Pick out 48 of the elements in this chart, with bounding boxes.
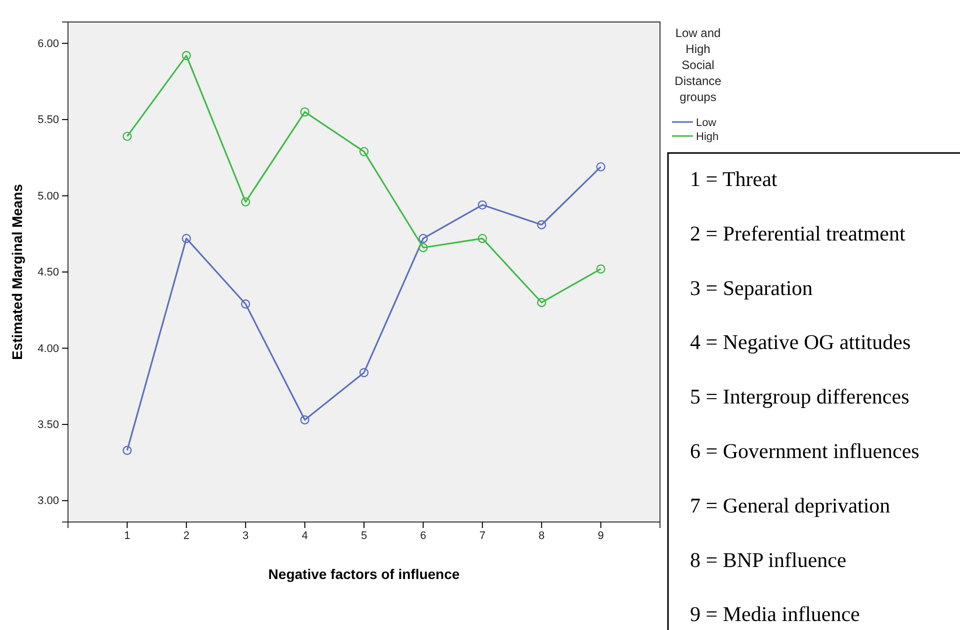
legend-label: High bbox=[696, 131, 719, 143]
y-tick-label: 6.00 bbox=[38, 38, 59, 50]
text: 9 = Media influence bbox=[690, 602, 860, 626]
point bbox=[241, 299, 250, 309]
y-tick-label: 5.50 bbox=[38, 114, 59, 126]
text: 5 = Intergroup differences bbox=[690, 384, 910, 409]
point bbox=[359, 368, 369, 378]
point bbox=[182, 234, 191, 244]
point bbox=[122, 446, 132, 455]
x-tick-label: 9 bbox=[598, 530, 604, 542]
x-tick-label: 3 bbox=[242, 530, 249, 542]
point bbox=[537, 298, 546, 308]
x-tick-label: 5 bbox=[360, 530, 368, 542]
x-tick-label: 2 bbox=[183, 530, 190, 542]
text: 8 = BNP influence bbox=[690, 548, 846, 572]
point bbox=[359, 146, 369, 156]
x-tick-label: 6 bbox=[420, 530, 426, 542]
text: 7 = General deprivation bbox=[690, 493, 891, 518]
point bbox=[478, 200, 487, 210]
x-axis-title: Negative factors of influence bbox=[268, 566, 460, 582]
y-axis-title: Estimated Marginal Means bbox=[9, 184, 25, 360]
x-tick-label: 7 bbox=[479, 530, 486, 542]
y-tick-label: 3.50 bbox=[38, 418, 59, 431]
point bbox=[241, 197, 250, 206]
point bbox=[418, 243, 428, 252]
text: 6 = Government influences bbox=[690, 439, 920, 463]
text: 1 = Threat bbox=[690, 167, 778, 191]
y-tick-label: 5.00 bbox=[38, 190, 59, 202]
text: 2 = Preferential treatment bbox=[690, 221, 906, 246]
point bbox=[537, 220, 546, 230]
point bbox=[596, 162, 606, 172]
legend-title: Low and High Social Distance groups bbox=[674, 26, 722, 104]
point bbox=[300, 107, 310, 117]
x-tick-label: 4 bbox=[302, 530, 308, 542]
point bbox=[478, 234, 487, 244]
point bbox=[418, 234, 428, 244]
x-tick-label: 8 bbox=[538, 530, 545, 542]
point bbox=[596, 264, 606, 274]
y-tick-label: 4.50 bbox=[38, 266, 59, 279]
text: 3 = Separation bbox=[690, 276, 814, 300]
y-tick-label: 4.00 bbox=[38, 342, 59, 355]
point bbox=[182, 50, 191, 60]
x-tick-label: 1 bbox=[124, 530, 130, 542]
legend-label: Low bbox=[696, 117, 716, 129]
point bbox=[122, 132, 132, 141]
point bbox=[300, 415, 310, 424]
y-tick-label: 3.00 bbox=[38, 495, 59, 508]
text: 4 = Negative OG attitudes bbox=[690, 330, 911, 354]
